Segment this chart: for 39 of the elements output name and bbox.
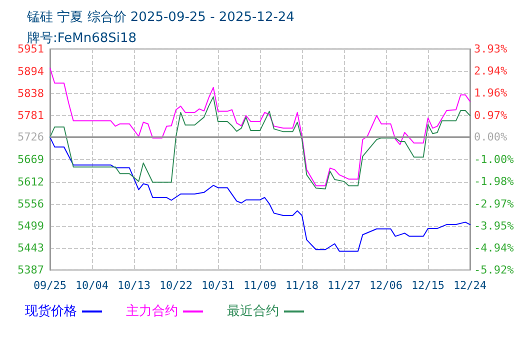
y2-tick-label: 2.94%: [474, 64, 508, 78]
y-tick-label: 5894: [18, 64, 44, 78]
y2-tick-label: -1.00%: [474, 153, 514, 166]
y-tick-label: 5443: [18, 242, 44, 255]
x-tick-label: 12/06: [369, 279, 403, 292]
y-tick-label: 5781: [18, 109, 44, 122]
y2-tick-label: -1.98%: [474, 175, 514, 188]
x-tick-label: 11/27: [327, 279, 361, 292]
y-tick-label: 5838: [18, 86, 44, 100]
y2-tick-label: 3.93%: [474, 42, 508, 56]
y2-tick-label: 0.97%: [474, 108, 508, 122]
line-series: [50, 68, 470, 186]
legend-label: 最近合约: [227, 304, 279, 319]
y-tick-label: 5499: [18, 220, 44, 233]
line-series: [50, 96, 470, 190]
x-tick-label: 10/13: [117, 279, 151, 292]
y2-tick-label: -4.94%: [474, 242, 514, 255]
chart-title: 锰硅 宁夏 综合价 2025-09-25 - 2025-12-24: [26, 9, 294, 25]
y2-tick-label: -5.92%: [474, 264, 514, 276]
x-tick-label: 10/04: [75, 279, 109, 292]
x-tick-label: 11/18: [285, 279, 319, 292]
y2-tick-label: -2.97%: [474, 197, 514, 210]
x-tick-label: 11/09: [243, 279, 277, 292]
x-tick-label: 12/24: [453, 279, 487, 292]
x-tick-label: 12/15: [411, 279, 445, 292]
x-tick-label: 10/31: [201, 279, 235, 292]
y-tick-label: 5612: [18, 175, 44, 188]
y-tick-label: 5387: [18, 264, 44, 276]
x-tick-label: 10/22: [159, 279, 193, 292]
y-tick-label: 5669: [18, 153, 44, 166]
y2-tick-label: 1.96%: [474, 86, 508, 100]
y-tick-label: 5726: [18, 130, 44, 144]
y-tick-label: 5556: [18, 197, 44, 210]
legend-label: 现货价格: [25, 304, 77, 319]
y2-tick-label: 0.00%: [474, 130, 508, 144]
x-tick-label: 09/25: [33, 279, 67, 292]
legend-label: 主力合约: [126, 303, 178, 319]
y2-tick-label: -3.95%: [474, 219, 514, 232]
line-series: [50, 136, 470, 252]
